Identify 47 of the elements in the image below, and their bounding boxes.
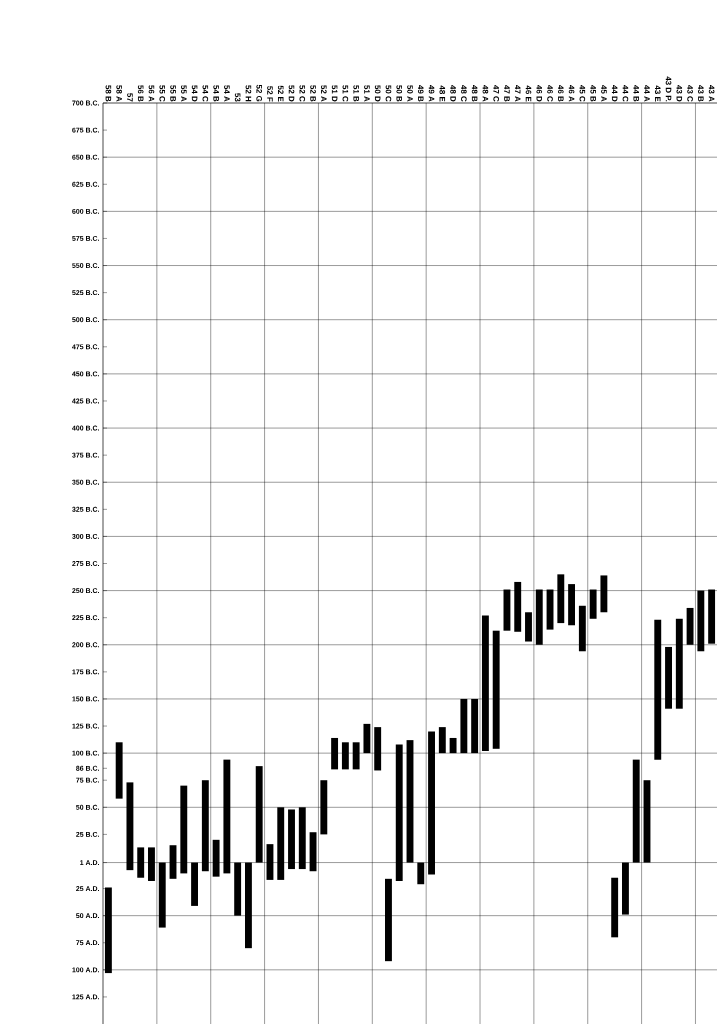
- bar: [137, 847, 145, 878]
- bar: [611, 877, 619, 938]
- bar: [374, 727, 382, 771]
- bar: [471, 698, 479, 754]
- bar: [180, 785, 188, 874]
- bar: [460, 698, 468, 754]
- bar: [212, 839, 220, 877]
- bar: [309, 832, 317, 872]
- bar: [665, 646, 672, 709]
- bar: [449, 737, 457, 754]
- bar: [417, 862, 425, 885]
- bar: [438, 727, 446, 754]
- bar: [352, 742, 360, 770]
- bar: [654, 619, 662, 760]
- bar: [244, 862, 252, 949]
- bar: [492, 630, 500, 749]
- bar: [277, 807, 285, 880]
- bar: [557, 574, 565, 624]
- bar: [320, 780, 328, 835]
- bar: [363, 723, 371, 754]
- bar: [568, 584, 576, 626]
- bar: [632, 759, 640, 863]
- bar: [578, 605, 586, 652]
- bar: [622, 862, 629, 915]
- bar: [535, 589, 543, 645]
- bar: [158, 862, 166, 928]
- bar: [126, 782, 134, 871]
- bar: [514, 581, 522, 632]
- bar: [600, 575, 608, 613]
- bar: [395, 744, 403, 881]
- bar: [148, 847, 155, 881]
- bar: [481, 615, 489, 751]
- bar: [255, 766, 263, 863]
- bar: [234, 862, 242, 916]
- bar: [115, 742, 123, 799]
- bar: [223, 759, 231, 874]
- bar: [298, 807, 306, 870]
- bar: [288, 809, 295, 870]
- bar: [675, 618, 683, 709]
- bar: [589, 589, 597, 619]
- bar: [428, 731, 435, 875]
- bar: [201, 780, 209, 872]
- bar: [331, 737, 339, 770]
- bar: [525, 612, 532, 642]
- bar: [191, 862, 199, 906]
- bar: [341, 742, 349, 770]
- bar: [385, 878, 392, 962]
